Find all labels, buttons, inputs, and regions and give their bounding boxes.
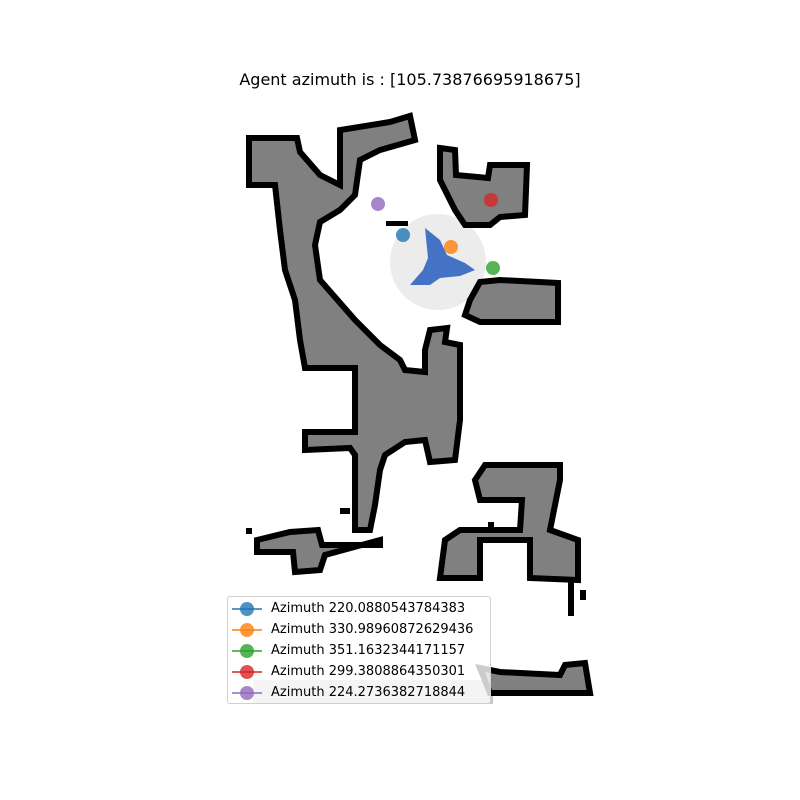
azimuth-marker-5: [371, 197, 385, 211]
obstacle-lower-left: [254, 526, 383, 576]
legend-entry: Azimuth 220.0880543784383: [228, 599, 490, 620]
plot-title: Agent azimuth is : [105.73876695918675]: [239, 70, 581, 89]
wall-bits: [246, 221, 586, 616]
legend-entry: Azimuth 299.3808864350301: [228, 662, 490, 683]
azimuth-marker-4: [484, 193, 498, 207]
obstacles: [246, 112, 594, 696]
legend-entry: Azimuth 224.2736382718844: [228, 683, 490, 704]
azimuth-marker-1: [396, 228, 410, 242]
agent-arrow: [410, 228, 475, 285]
obstacle-top-left: [246, 112, 463, 533]
obstacle-top-right: [437, 144, 531, 228]
legend-entry: Azimuth 330.98960872629436: [228, 620, 490, 641]
legend-swatch: [232, 602, 262, 616]
agent-marker: [410, 228, 475, 285]
legend-label: Azimuth 299.3808864350301: [271, 664, 466, 679]
azimuth-marker-2: [444, 240, 458, 254]
legend-swatch: [232, 644, 262, 658]
legend: Azimuth 220.0880543784383 Azimuth 330.98…: [227, 596, 491, 704]
legend-label: Azimuth 220.0880543784383: [271, 601, 466, 616]
obstacle-lower-right: [436, 462, 581, 584]
obstacle-bottom-right: [475, 659, 594, 696]
legend-entry: Azimuth 351.1632344171157: [228, 641, 490, 662]
azimuth-marker-3: [486, 261, 500, 275]
obstacle-mid-right: [461, 276, 561, 325]
legend-label: Azimuth 330.98960872629436: [271, 622, 474, 637]
legend-swatch: [232, 665, 262, 679]
legend-label: Azimuth 224.2736382718844: [271, 685, 466, 700]
legend-swatch: [232, 686, 262, 700]
legend-swatch: [232, 623, 262, 637]
legend-label: Azimuth 351.1632344171157: [271, 643, 466, 658]
